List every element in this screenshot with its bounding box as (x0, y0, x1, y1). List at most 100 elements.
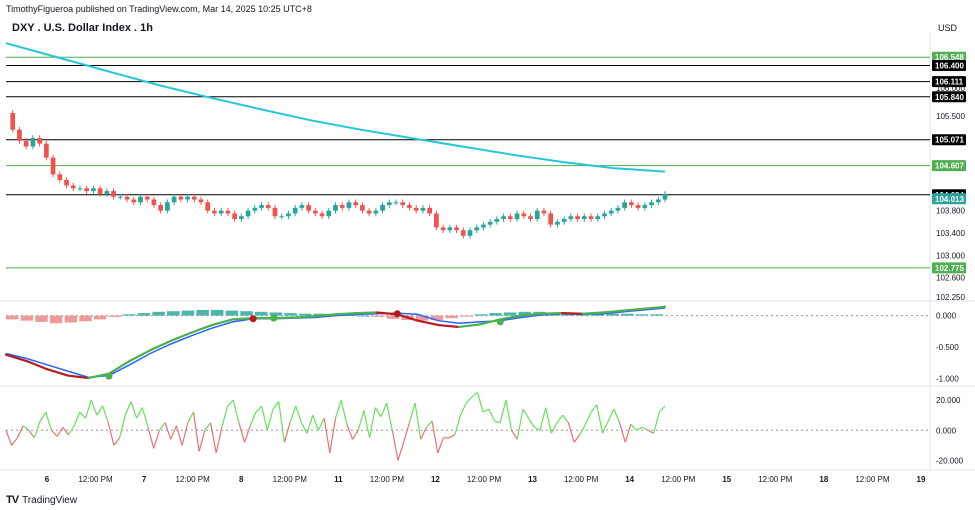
oscillator-segment (209, 422, 217, 454)
macd-histogram-bar (416, 315, 429, 321)
time-axis-tick: 12:00 PM (370, 475, 405, 484)
oscillator-segment (437, 437, 445, 454)
oscillator-segment (261, 405, 268, 431)
oscillator-segment (306, 414, 314, 434)
oscillator-segment (352, 429, 359, 440)
tradingview-logo[interactable]: TV TradingView (6, 494, 77, 506)
candle-body (602, 213, 607, 217)
oscillator-axis-tick: 0.000 (936, 426, 957, 435)
oscillator-segment (374, 407, 382, 417)
macd-cross-marker (270, 314, 278, 322)
macd-cross-marker (393, 310, 401, 318)
candle-body (171, 196, 177, 203)
oscillator-segment (84, 399, 92, 419)
oscillator-segment (618, 422, 626, 443)
candle-body (151, 199, 157, 206)
candle-body (474, 227, 480, 231)
candle-body (393, 202, 399, 204)
candle-body (259, 205, 264, 208)
macd-histogram-bar (196, 309, 209, 316)
oscillator-segment (601, 420, 609, 434)
macd-histogram-bar (591, 313, 605, 316)
candle-body (380, 205, 385, 211)
price-level-label: 104.013 (935, 195, 964, 204)
candle-body (447, 227, 453, 231)
candle-body (454, 227, 459, 231)
oscillator-segment (448, 434, 456, 439)
oscillator-segment (73, 411, 81, 426)
candle-body (77, 188, 83, 190)
macd-cross-marker (496, 318, 504, 326)
macd-signal-segment (499, 314, 522, 321)
oscillator-segment (590, 404, 598, 413)
macd-histogram-bar (123, 314, 136, 316)
macd-histogram-bar (430, 315, 444, 321)
oscillator-segment (164, 422, 172, 440)
candle-body (84, 188, 90, 192)
price-axis-tick: 106.000 (936, 84, 965, 93)
oscillator-segment (334, 399, 342, 419)
publisher-caption: TimothyFigueroa published on TradingView… (6, 4, 312, 14)
candle-body (124, 196, 130, 200)
candle-body (191, 196, 197, 200)
time-axis-tick: 11 (334, 475, 343, 484)
oscillator-segment (499, 399, 507, 423)
macd-signal-segment (4, 353, 28, 363)
time-axis-tick: 18 (819, 475, 828, 484)
oscillator-segment (175, 425, 183, 446)
time-axis-tick: 12:00 PM (758, 475, 793, 484)
price-level-label: 105.840 (935, 93, 964, 102)
candle-body (561, 219, 567, 222)
candle-body (198, 199, 204, 203)
candle-body (97, 188, 103, 194)
price-axis-tick: 103.400 (936, 229, 965, 238)
pane-frames (0, 32, 975, 471)
macd-axis-tick: -1.000 (936, 375, 959, 384)
price-level-tag (932, 51, 966, 63)
candle-body (440, 227, 446, 231)
candle-body (225, 210, 231, 214)
oscillator-segment (596, 404, 604, 434)
macd-signal-segment (602, 309, 625, 314)
macd-histogram-bar (6, 315, 19, 320)
candle-body (205, 202, 211, 211)
macd-signal-segment (643, 305, 667, 310)
macd-signal-segment (560, 311, 584, 315)
candle-body (541, 210, 547, 214)
candle-body (467, 230, 473, 236)
oscillator-segment (516, 409, 524, 440)
oscillator-segment (317, 417, 325, 431)
oscillator-segment (39, 411, 47, 422)
candle-body (575, 216, 580, 220)
candle-body (43, 143, 49, 158)
oscillator-segment (340, 399, 348, 425)
oscillator-segment (278, 401, 285, 443)
oscillator-segment (556, 414, 564, 424)
macd-signal-segment (25, 359, 49, 371)
oscillator-segment (329, 418, 337, 454)
macd-histogram-bar (79, 315, 92, 322)
candle-body (635, 205, 641, 208)
oscillator-segment (45, 411, 53, 431)
price-axis-tick: 103.800 (936, 207, 965, 216)
price-levels (6, 56, 930, 269)
candle-body (346, 202, 352, 208)
candle-body (622, 202, 628, 208)
oscillator-segment (295, 405, 302, 423)
oscillator-segment (227, 399, 234, 407)
macd-histogram-bar (284, 313, 297, 316)
oscillator-segment (221, 405, 229, 428)
price-level-label: 105.071 (935, 136, 964, 145)
oscillator-segment (107, 422, 115, 446)
candle-body (286, 213, 291, 217)
time-axis-tick: 8 (239, 475, 244, 484)
candle-body (185, 196, 190, 200)
macd-histogram-bar (167, 311, 180, 316)
oscillator-segment (113, 437, 121, 446)
candle-body (91, 188, 96, 192)
oscillator-segment (488, 408, 496, 422)
oscillator-segment (141, 407, 149, 428)
candle-body (30, 138, 36, 147)
oscillator-segment (454, 415, 462, 435)
